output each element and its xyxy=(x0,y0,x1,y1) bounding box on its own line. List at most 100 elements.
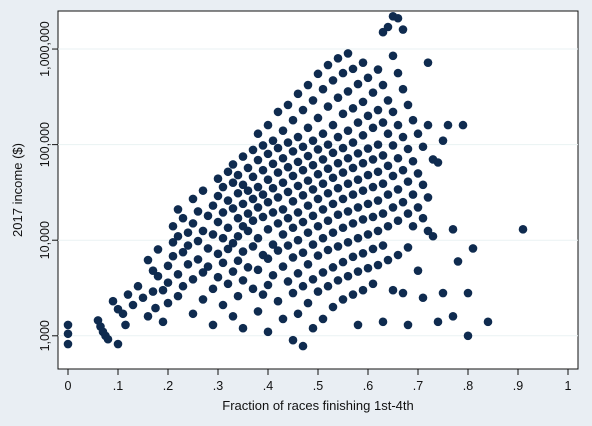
data-point xyxy=(413,203,423,212)
data-point xyxy=(278,262,288,271)
data-point xyxy=(418,213,428,223)
data-point xyxy=(318,155,328,164)
data-point xyxy=(338,143,348,153)
data-point xyxy=(333,183,343,193)
data-point xyxy=(383,22,393,32)
data-point xyxy=(393,153,403,163)
data-point xyxy=(213,272,223,282)
data-point xyxy=(428,231,438,241)
data-point xyxy=(308,160,318,170)
data-point xyxy=(298,281,308,291)
data-point xyxy=(318,233,328,243)
data-point xyxy=(293,309,303,319)
data-point xyxy=(283,100,293,110)
data-point xyxy=(338,223,348,233)
data-point xyxy=(363,199,373,209)
data-point xyxy=(228,178,238,187)
data-point xyxy=(433,158,443,167)
data-point xyxy=(393,13,403,23)
data-point xyxy=(403,144,413,154)
data-point xyxy=(463,331,473,341)
data-point xyxy=(158,317,168,327)
data-point xyxy=(348,163,358,173)
data-point xyxy=(318,314,328,324)
data-point xyxy=(328,302,338,312)
data-point xyxy=(248,172,258,182)
data-point xyxy=(238,323,248,333)
data-point xyxy=(243,263,253,272)
data-point xyxy=(363,73,373,83)
data-point xyxy=(243,163,253,173)
data-point xyxy=(288,223,298,233)
data-point xyxy=(278,230,288,239)
data-point xyxy=(218,208,228,217)
data-point xyxy=(293,208,303,217)
data-point xyxy=(373,105,383,115)
data-point xyxy=(303,259,313,269)
data-point xyxy=(443,120,453,130)
x-axis-title: Fraction of races finishing 1st-4th xyxy=(222,398,413,413)
data-point xyxy=(163,261,173,271)
data-point xyxy=(333,158,343,168)
data-point xyxy=(178,281,188,291)
data-point xyxy=(238,180,248,190)
data-point xyxy=(298,105,308,115)
data-point xyxy=(433,317,443,327)
data-point xyxy=(143,255,153,265)
data-point xyxy=(263,197,273,207)
data-point xyxy=(423,193,433,202)
data-point xyxy=(388,51,398,61)
data-point xyxy=(298,191,308,200)
data-point xyxy=(173,205,183,214)
data-point xyxy=(208,201,218,210)
data-point xyxy=(268,136,278,145)
data-point xyxy=(223,223,233,233)
data-point xyxy=(318,179,328,189)
data-point xyxy=(298,341,308,351)
data-point xyxy=(153,271,163,281)
data-point xyxy=(193,236,203,246)
data-point xyxy=(368,279,378,289)
data-point xyxy=(198,295,208,304)
data-point xyxy=(388,107,398,117)
data-point xyxy=(273,296,283,306)
data-point xyxy=(313,145,323,154)
data-point xyxy=(338,168,348,177)
data-point xyxy=(278,178,288,187)
data-point xyxy=(323,164,333,173)
data-point xyxy=(208,230,218,239)
data-point xyxy=(303,151,313,161)
data-point xyxy=(348,219,358,228)
data-point xyxy=(263,225,273,234)
data-point xyxy=(343,126,353,135)
data-point xyxy=(363,170,373,180)
data-point xyxy=(218,233,228,243)
data-point xyxy=(128,300,138,310)
data-point xyxy=(333,93,343,102)
data-point xyxy=(118,309,128,319)
data-point xyxy=(448,311,458,321)
data-point xyxy=(263,280,273,290)
data-point xyxy=(148,266,158,275)
data-point xyxy=(343,207,353,216)
data-point xyxy=(288,335,298,345)
data-point xyxy=(343,238,353,247)
data-point xyxy=(353,233,363,243)
x-tick-label: .1 xyxy=(113,379,123,393)
data-point xyxy=(378,80,388,90)
data-point xyxy=(258,212,268,222)
data-point xyxy=(233,291,243,301)
data-point xyxy=(318,205,328,214)
x-tick-label: .8 xyxy=(463,379,473,393)
data-point xyxy=(393,68,403,78)
data-point xyxy=(238,152,248,161)
data-point xyxy=(308,185,318,194)
data-point xyxy=(223,167,233,177)
data-point xyxy=(298,217,308,227)
data-point xyxy=(338,194,348,204)
x-tick-label: .2 xyxy=(163,379,173,393)
data-point xyxy=(348,290,358,299)
data-point xyxy=(313,287,323,296)
data-point xyxy=(328,173,338,183)
data-point xyxy=(268,208,278,217)
